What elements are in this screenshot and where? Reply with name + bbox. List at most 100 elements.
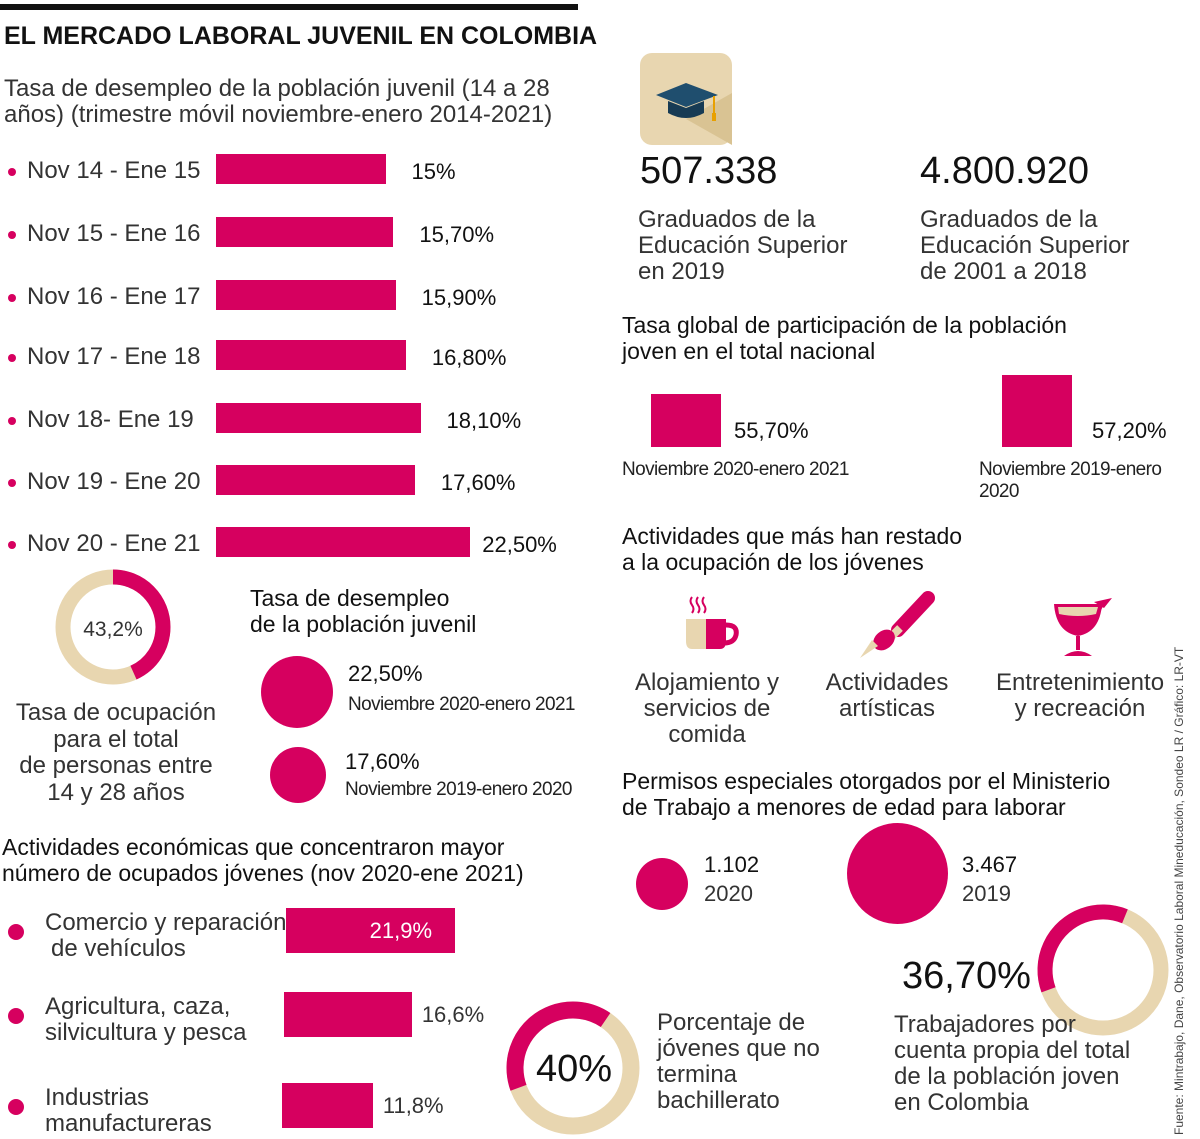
permits-value-2020: 1.102 — [704, 852, 760, 877]
label-line: artísticas — [838, 695, 936, 722]
label-line: Agricultura, caza, — [45, 993, 231, 1020]
participation-value-2021: 55,70% — [734, 418, 809, 443]
bar — [282, 1083, 373, 1128]
self-employed-donut — [1037, 904, 1169, 1036]
bar-value-label: 16,6% — [421, 1002, 485, 1027]
graduates-2019-caption: Graduados de la Educación Superior en 20… — [638, 207, 847, 285]
label-line: manufactureras — [45, 1110, 212, 1137]
title-line: Actividades que más han restado — [622, 523, 963, 549]
caption-line: Graduados de la — [638, 206, 816, 233]
title-line: de Trabajo a menores de edad para labora… — [622, 794, 1066, 820]
label-line: Actividades — [825, 669, 949, 696]
bar — [284, 992, 412, 1037]
permits-year-2020: 2020 — [704, 881, 753, 906]
sector-label: Comercio y reparación de vehículos — [45, 910, 286, 962]
title-line: Tasa global de participación de la pobla… — [622, 312, 1067, 338]
activity-label-food: Alojamiento y servicios de comida — [617, 670, 797, 748]
participation-title: Tasa global de participación de la pobla… — [622, 312, 1067, 364]
permits-title: Permisos especiales otorgados por el Min… — [622, 768, 1110, 820]
bar-value-label: 15,90% — [421, 285, 497, 310]
bullet-icon — [8, 168, 16, 176]
bar-category-label: Nov 14 - Ene 15 — [27, 157, 201, 184]
caption-line: Educación Superior — [638, 232, 848, 259]
caption-line: de 2001 a 2018 — [920, 258, 1087, 285]
participation-period-2021: Noviembre 2020-enero 2021 — [622, 459, 849, 480]
caption-line: para el total — [53, 725, 179, 753]
bar-category-label: Nov 19 - Ene 20 — [27, 468, 201, 495]
page-title: EL MERCADO LABORAL JUVENIL EN COLOMBIA — [4, 22, 598, 50]
value-2021: 22,50% — [348, 661, 423, 686]
caption-line: Tasa de ocupación — [15, 699, 217, 726]
bar — [216, 403, 421, 433]
title-line: Tasa de desempleo — [250, 585, 450, 611]
bar — [216, 154, 386, 184]
graduates-2019-value: 507.338 — [640, 150, 778, 192]
coffee-cup-icon — [686, 596, 739, 649]
donut-value-arc — [1037, 904, 1169, 1036]
bar-category-label: Nov 17 - Ene 18 — [27, 343, 201, 370]
unemployment-chart-title: Tasa de desempleo de la población juveni… — [4, 75, 553, 128]
graduates-total-caption: Graduados de la Educación Superior de 20… — [920, 207, 1129, 285]
bar-category-label: Nov 16 - Ene 17 — [27, 283, 201, 310]
bullet-icon — [8, 541, 16, 549]
bar — [286, 908, 455, 953]
bullet-icon — [8, 354, 16, 362]
title-line: Actividades económicas que concentraron … — [2, 834, 505, 860]
permits-year-2019: 2019 — [962, 881, 1011, 906]
bar-value-label: 17,60% — [440, 470, 516, 495]
permits-value-2019: 3.467 — [962, 852, 1018, 877]
title-line: a la ocupación de los jóvenes — [622, 549, 924, 575]
bar-value-label: 11,8% — [382, 1093, 444, 1118]
bullet-icon — [8, 1099, 24, 1115]
self-employed-caption: Trabajadores por cuenta propia del total… — [894, 1012, 1130, 1116]
bar-value-label: 18,10% — [446, 408, 522, 433]
bar — [216, 280, 396, 310]
paintbrush-icon — [860, 591, 935, 658]
bullet-icon — [8, 231, 16, 239]
caption-line: Trabajadores por — [894, 1011, 1076, 1038]
occupation-value: 43,2% — [83, 618, 143, 641]
period-2020: Noviembre 2019-enero 2020 — [345, 779, 572, 800]
bar-category-label: Nov 20 - Ene 21 — [27, 530, 201, 557]
bar-category-label: Nov 15 - Ene 16 — [27, 220, 201, 247]
dropout-caption: Porcentaje de jóvenes que no termina bac… — [657, 1010, 820, 1114]
dropout-value: 40% — [535, 1048, 613, 1090]
caption-line: Graduados de la — [920, 206, 1098, 233]
dropout-donut — [506, 1001, 640, 1135]
bar — [216, 465, 415, 495]
donut-value-arc — [506, 1001, 640, 1135]
self-employed-value: 36,70% — [902, 955, 1031, 997]
label-line: comida — [668, 721, 746, 748]
label-line: y recreación — [1014, 695, 1146, 722]
title-line: de la población juvenil — [250, 611, 477, 637]
sectors-title: Actividades económicas que concentraron … — [2, 834, 524, 886]
participation-value-2020: 57,20% — [1092, 418, 1167, 443]
caption-line: en Colombia — [894, 1089, 1029, 1116]
caption-line: Porcentaje de — [657, 1009, 806, 1036]
label-line: Entretenimiento — [995, 669, 1165, 696]
youth-unemp-title: Tasa de desempleo de la población juveni… — [250, 585, 476, 637]
bullet-icon — [8, 1008, 24, 1024]
caption-line: jóvenes que no — [657, 1035, 820, 1062]
sector-label: Industrias manufactureras — [45, 1085, 212, 1137]
label-line: servicios de — [643, 695, 771, 722]
bar-value-label: 15% — [411, 159, 456, 184]
bar-value-label: 15,70% — [419, 222, 495, 247]
bar — [216, 217, 394, 247]
top-rule — [0, 4, 578, 10]
bullet-icon — [8, 294, 16, 302]
value-2020: 17,60% — [345, 749, 420, 774]
label-line: Industrias — [45, 1084, 150, 1111]
bullet-icon — [8, 924, 24, 940]
graduation-cap-icon — [640, 53, 732, 145]
caption-line: cuenta propia del total — [894, 1037, 1131, 1064]
period-2021: Noviembre 2020-enero 2021 — [348, 694, 575, 715]
donut-value-arc — [55, 569, 171, 685]
caption-line: termina — [657, 1061, 738, 1088]
source-note: Fuente: Mintrabajo, Dane, Observatorio L… — [1172, 646, 1186, 1135]
bar-category-label: Nov 18- Ene 19 — [27, 406, 194, 433]
permits-circle-2019 — [847, 823, 948, 924]
activity-label-arts: Actividades artísticas — [797, 670, 977, 722]
bullet-icon — [8, 417, 16, 425]
participation-period-2020: Noviembre 2019-enero 2020 — [979, 459, 1162, 502]
